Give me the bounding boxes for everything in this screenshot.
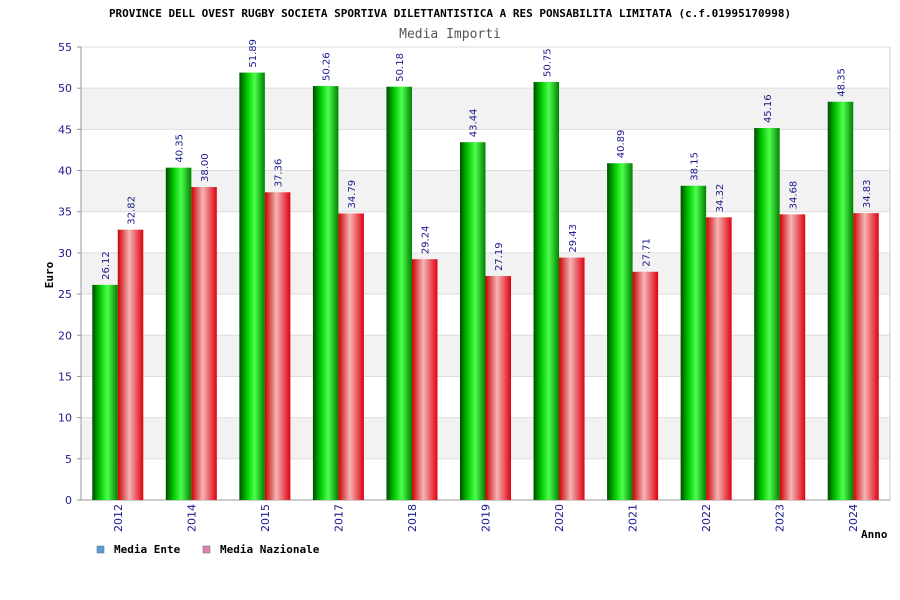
bars: 26.12 32.82 40.35 38.00 51.89 37.36 50.26 34.79… bbox=[92, 39, 879, 501]
bar-media-nazionale bbox=[411, 259, 438, 500]
bar-value-label: 34.83 bbox=[862, 179, 873, 208]
y-tick-label: 30 bbox=[58, 247, 72, 260]
bar-value-label: 34.68 bbox=[788, 181, 799, 210]
x-tick-label: 2018 bbox=[406, 504, 419, 532]
y-tick-label: 15 bbox=[58, 370, 72, 383]
bar-media-nazionale bbox=[264, 192, 291, 500]
x-tick-label: 2023 bbox=[774, 504, 787, 532]
x-tick-label: 2012 bbox=[112, 504, 125, 532]
bar-media-ente bbox=[239, 72, 265, 501]
bar-media-ente bbox=[607, 163, 633, 500]
x-tick-label: 2021 bbox=[627, 504, 640, 532]
x-tick-label: 2014 bbox=[185, 504, 198, 532]
bar-value-label: 26.12 bbox=[101, 251, 112, 280]
bar-value-label: 50.26 bbox=[322, 52, 333, 81]
plot-band bbox=[81, 88, 890, 130]
x-tick-label: 2020 bbox=[553, 504, 566, 532]
x-tick-label: 2022 bbox=[700, 504, 713, 532]
plot-band bbox=[81, 47, 890, 89]
y-tick-label: 25 bbox=[58, 288, 72, 301]
y-axis-title: Euro bbox=[43, 261, 56, 288]
bar-value-label: 27.71 bbox=[641, 238, 652, 267]
x-tick-label: 2019 bbox=[480, 504, 493, 532]
bar-value-label: 34.32 bbox=[715, 184, 726, 213]
bar-value-label: 50.75 bbox=[542, 48, 553, 77]
bar-media-nazionale bbox=[485, 276, 511, 500]
y-tick-label: 5 bbox=[65, 453, 72, 466]
y-tick-label: 20 bbox=[58, 329, 72, 342]
bar-media-ente bbox=[165, 167, 192, 500]
bar-media-nazionale bbox=[706, 217, 732, 500]
bar-media-ente bbox=[827, 101, 854, 500]
bar-media-ente bbox=[460, 142, 486, 501]
bar-media-ente bbox=[92, 284, 118, 500]
bar-media-ente bbox=[754, 128, 780, 500]
x-tick-label: 2017 bbox=[332, 504, 345, 532]
x-axis-title: Anno bbox=[861, 528, 888, 541]
x-tick-label: 2015 bbox=[259, 504, 272, 532]
legend: Media Ente Media Nazionale bbox=[96, 543, 320, 556]
y-tick-label: 45 bbox=[58, 123, 72, 136]
bar-value-label: 34.79 bbox=[347, 180, 358, 209]
legend-swatch bbox=[202, 545, 211, 554]
bar-value-label: 38.00 bbox=[200, 153, 211, 182]
y-tick-label: 40 bbox=[58, 165, 72, 178]
bar-value-label: 40.89 bbox=[616, 130, 627, 159]
legend-label: Media Ente bbox=[114, 543, 181, 556]
legend-label: Media Nazionale bbox=[220, 543, 320, 556]
bar-value-label: 29.43 bbox=[568, 224, 579, 253]
bar-value-label: 27.19 bbox=[494, 242, 505, 271]
bar-media-ente bbox=[312, 86, 339, 500]
bar-value-label: 48.35 bbox=[836, 68, 847, 97]
bar-value-label: 45.16 bbox=[763, 94, 774, 123]
bar-media-ente bbox=[533, 82, 560, 500]
bar-value-label: 32.82 bbox=[127, 196, 138, 225]
y-tick-label: 50 bbox=[58, 82, 72, 95]
y-tick-label: 10 bbox=[58, 412, 72, 425]
bar-value-label: 50.18 bbox=[395, 53, 406, 82]
x-axis-ticks: 2012 2014 2015 2017 2018 2019 2020 2021 2022 2023… bbox=[112, 504, 860, 532]
bar-media-nazionale bbox=[117, 229, 144, 500]
bar-media-nazionale bbox=[632, 271, 659, 500]
bar-value-label: 51.89 bbox=[248, 39, 259, 68]
y-tick-label: 35 bbox=[58, 206, 72, 219]
bar-media-nazionale bbox=[338, 213, 364, 500]
y-tick-label: 55 bbox=[58, 41, 72, 54]
chart-subtitle: Media Importi bbox=[399, 27, 501, 42]
bar-media-nazionale bbox=[853, 213, 879, 501]
bar-value-label: 29.24 bbox=[421, 226, 432, 255]
bar-media-ente bbox=[680, 185, 707, 501]
chart-title: PROVINCE DELL OVEST RUGBY SOCIETA SPORTI… bbox=[109, 7, 791, 20]
y-tick-label: 0 bbox=[65, 494, 72, 507]
bar-value-label: 40.35 bbox=[175, 134, 186, 163]
bar-value-label: 37.36 bbox=[274, 159, 285, 188]
bar-value-label: 43.44 bbox=[469, 109, 480, 138]
bar-media-nazionale bbox=[779, 214, 806, 500]
bar-media-nazionale bbox=[191, 187, 217, 500]
bar-media-nazionale bbox=[559, 257, 585, 500]
bar-value-label: 38.15 bbox=[689, 152, 700, 181]
legend-swatch bbox=[96, 545, 105, 554]
x-tick-label: 2024 bbox=[847, 504, 860, 532]
bar-media-ente bbox=[386, 86, 412, 500]
